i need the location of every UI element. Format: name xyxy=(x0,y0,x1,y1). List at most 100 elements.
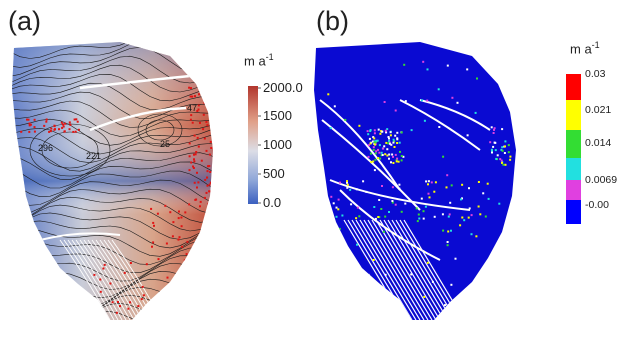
flow-streak-b xyxy=(375,219,437,320)
speck xyxy=(367,155,370,158)
speck xyxy=(404,202,407,205)
speck xyxy=(441,213,444,216)
speck xyxy=(355,301,358,304)
speck xyxy=(389,131,392,134)
red-marker xyxy=(211,110,213,113)
flow-streak xyxy=(91,239,143,320)
speck xyxy=(376,139,379,142)
panel-b-tick-4: -0.00 xyxy=(585,199,609,211)
flow-streak xyxy=(83,239,135,320)
speck xyxy=(507,144,510,147)
speck xyxy=(420,99,423,102)
speck xyxy=(390,143,393,146)
flow-streak-b xyxy=(371,219,433,320)
red-marker xyxy=(206,176,209,179)
speck xyxy=(491,253,494,256)
red-marker xyxy=(203,137,206,140)
red-marker xyxy=(191,121,194,124)
speck xyxy=(492,145,495,148)
speck xyxy=(493,128,495,131)
red-marker xyxy=(72,130,75,133)
speck xyxy=(344,118,347,121)
speck xyxy=(358,124,361,127)
speck xyxy=(410,273,413,276)
red-marker xyxy=(28,124,31,127)
speck xyxy=(415,207,418,210)
speck xyxy=(446,174,449,177)
panel-b-tick-2: 0.014 xyxy=(585,137,612,149)
contour-label-296: 296 xyxy=(38,143,54,153)
red-marker xyxy=(153,224,155,227)
speck xyxy=(372,136,375,139)
flow-streak-b xyxy=(319,99,401,191)
red-marker xyxy=(189,95,192,98)
red-marker xyxy=(193,134,196,137)
speck xyxy=(396,138,399,141)
red-marker xyxy=(204,178,207,181)
speck xyxy=(484,215,487,218)
speck xyxy=(356,243,358,246)
speck xyxy=(400,210,403,213)
speck xyxy=(433,190,436,193)
contour-label-25: 25 xyxy=(160,139,171,149)
contour-loop xyxy=(41,131,99,169)
speck xyxy=(387,142,389,145)
red-marker xyxy=(27,118,30,121)
speck xyxy=(427,180,430,183)
speck xyxy=(493,141,496,144)
speck xyxy=(369,152,372,155)
flow-streak-b xyxy=(379,219,441,320)
red-marker xyxy=(194,153,197,156)
red-marker xyxy=(207,202,210,205)
speck xyxy=(382,230,385,233)
panel-b-unit-text: m a xyxy=(570,41,592,57)
red-marker xyxy=(157,258,160,261)
contour-loop xyxy=(137,113,183,147)
speck xyxy=(385,141,388,144)
panel-a-colorbar xyxy=(248,86,258,204)
red-marker xyxy=(109,282,112,285)
panel-b-unit-exponent: -1 xyxy=(591,40,600,50)
flow-streak-b xyxy=(399,99,481,151)
red-marker xyxy=(208,190,211,193)
speck xyxy=(388,137,390,140)
speck xyxy=(391,201,394,204)
speck xyxy=(346,181,348,184)
red-marker xyxy=(99,290,102,293)
speck xyxy=(437,88,440,91)
speck xyxy=(378,151,381,154)
speck xyxy=(431,280,434,283)
speck xyxy=(386,128,389,131)
speck xyxy=(373,132,376,135)
speck xyxy=(480,277,483,280)
speck xyxy=(375,150,378,153)
red-marker xyxy=(153,303,156,306)
speck xyxy=(374,143,377,146)
speck xyxy=(390,161,392,164)
speck xyxy=(422,217,425,220)
speck xyxy=(338,227,341,230)
speck xyxy=(338,282,340,285)
speck xyxy=(468,207,471,210)
speck xyxy=(461,183,464,186)
speck xyxy=(428,196,431,199)
speck xyxy=(372,140,374,143)
speck xyxy=(384,273,387,276)
speck xyxy=(491,151,493,154)
red-marker xyxy=(111,301,114,304)
speck xyxy=(496,154,499,157)
speck xyxy=(374,217,377,220)
red-marker xyxy=(209,114,212,117)
speck xyxy=(444,304,446,307)
red-marker xyxy=(26,118,28,121)
red-marker xyxy=(60,121,63,124)
red-marker xyxy=(142,294,145,297)
speck xyxy=(475,235,478,238)
red-marker xyxy=(103,263,106,266)
red-marker xyxy=(197,181,200,184)
panel-a-unit-exponent: -1 xyxy=(265,52,274,62)
panel-b-tick-1: 0.021 xyxy=(585,104,612,116)
speck xyxy=(382,147,385,150)
red-marker xyxy=(196,136,199,139)
panel-a-tick-3: 500 xyxy=(263,166,285,181)
